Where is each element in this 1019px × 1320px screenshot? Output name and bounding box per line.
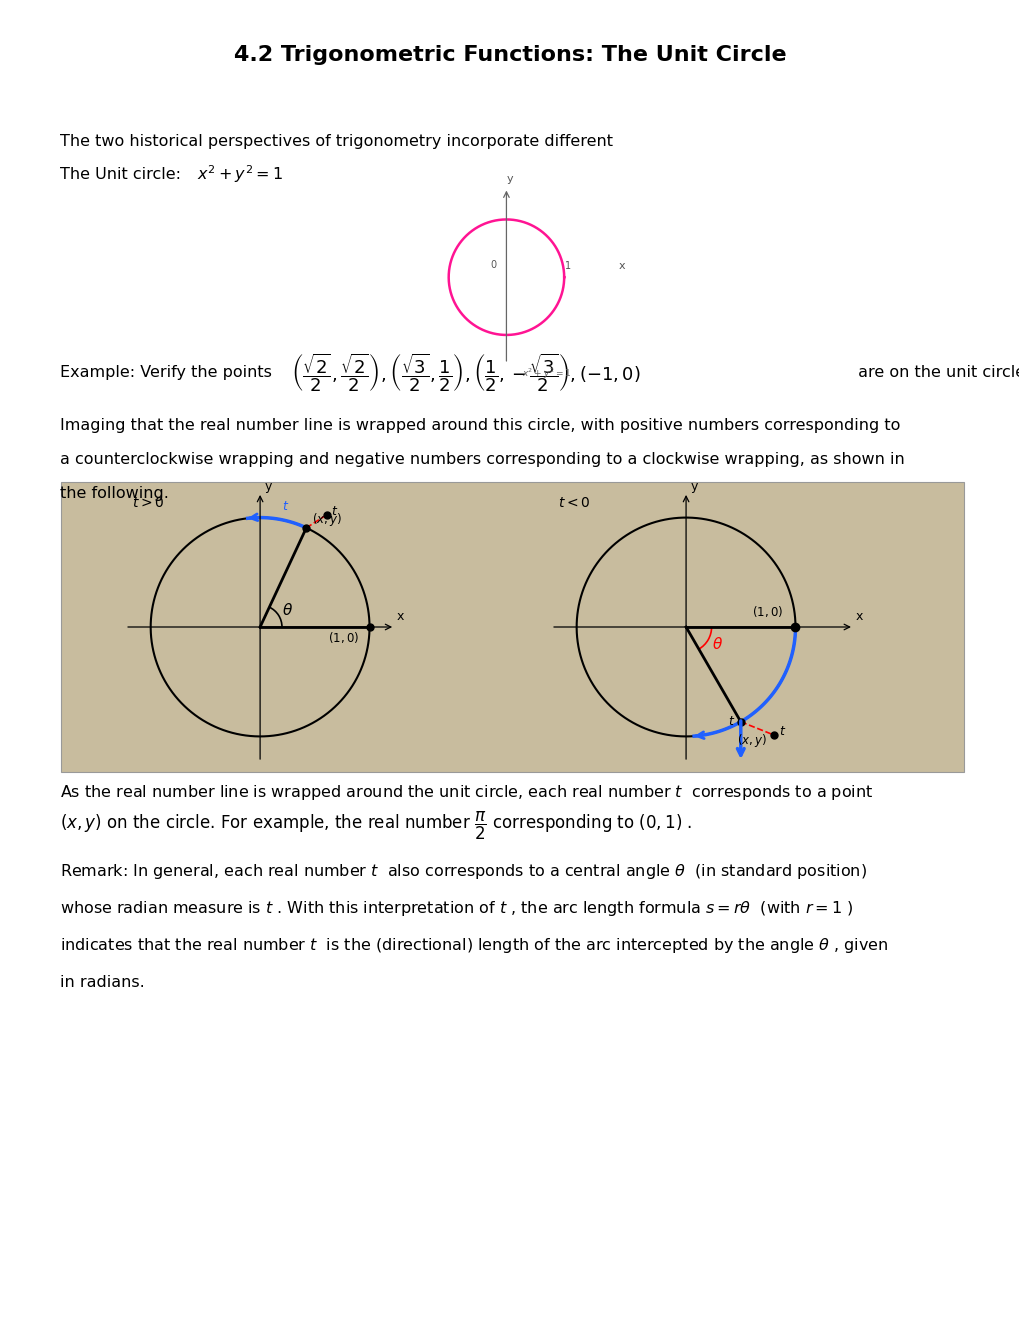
Text: $t$: $t$ [728,714,735,727]
Text: Remark: In general, each real number $t$  also corresponds to a central angle $\: Remark: In general, each real number $t$… [60,862,866,880]
Text: $t$: $t$ [282,500,289,513]
Text: x: x [396,610,404,623]
Text: the following.: the following. [60,486,169,502]
Text: $t>0$: $t>0$ [132,495,164,510]
Text: $t$: $t$ [777,725,786,738]
Text: $x^2 + y^2 = 1$: $x^2 + y^2 = 1$ [197,164,282,185]
Text: $t<0$: $t<0$ [557,495,590,510]
FancyBboxPatch shape [61,482,963,772]
Text: indicates that the real number $t$  is the (directional) length of the arc inter: indicates that the real number $t$ is th… [60,936,888,954]
Text: x: x [855,610,862,623]
Text: $\theta$: $\theta$ [711,636,721,652]
Text: y: y [690,480,697,492]
Text: The Unit circle:: The Unit circle: [60,166,192,182]
Text: x: x [619,261,625,272]
Text: $\theta$: $\theta$ [281,602,292,618]
Text: $(1, 0)$: $(1, 0)$ [328,630,359,644]
Text: y: y [264,480,272,492]
Text: $(x, y)$: $(x, y)$ [312,511,342,528]
Text: y: y [506,174,514,183]
Text: $\left(\dfrac{\sqrt{2}}{2},\dfrac{\sqrt{2}}{2}\right),\left(\dfrac{\sqrt{3}}{2},: $\left(\dfrac{\sqrt{2}}{2},\dfrac{\sqrt{… [290,351,640,393]
Text: in radians.: in radians. [60,974,145,990]
Text: Imaging that the real number line is wrapped around this circle, with positive n: Imaging that the real number line is wra… [60,417,900,433]
Text: a counterclockwise wrapping and negative numbers corresponding to a clockwise wr: a counterclockwise wrapping and negative… [60,451,904,467]
Text: 0: 0 [489,260,495,271]
Text: $(1, 0)$: $(1, 0)$ [751,605,783,619]
Text: $(x, y)$: $(x, y)$ [737,731,766,748]
Text: $(x, y)$ on the circle. For example, the real number $\dfrac{\pi}{2}$ correspond: $(x, y)$ on the circle. For example, the… [60,810,692,842]
Text: The two historical perspectives of trigonometry incorporate different: The two historical perspectives of trigo… [60,133,612,149]
Text: whose radian measure is $t$ . With this interpretation of $t$ , the arc length f: whose radian measure is $t$ . With this … [60,899,853,917]
Text: are on the unit circle.: are on the unit circle. [852,364,1019,380]
Text: 4.2 Trigonometric Functions: The Unit Circle: 4.2 Trigonometric Functions: The Unit Ci… [233,45,786,66]
Text: Example: Verify the points: Example: Verify the points [60,364,277,380]
Text: $x^2+y^2=1$: $x^2+y^2=1$ [522,367,571,381]
Text: 1: 1 [565,261,571,272]
Text: $t$: $t$ [331,504,338,517]
Text: As the real number line is wrapped around the unit circle, each real number $t$ : As the real number line is wrapped aroun… [60,783,872,801]
